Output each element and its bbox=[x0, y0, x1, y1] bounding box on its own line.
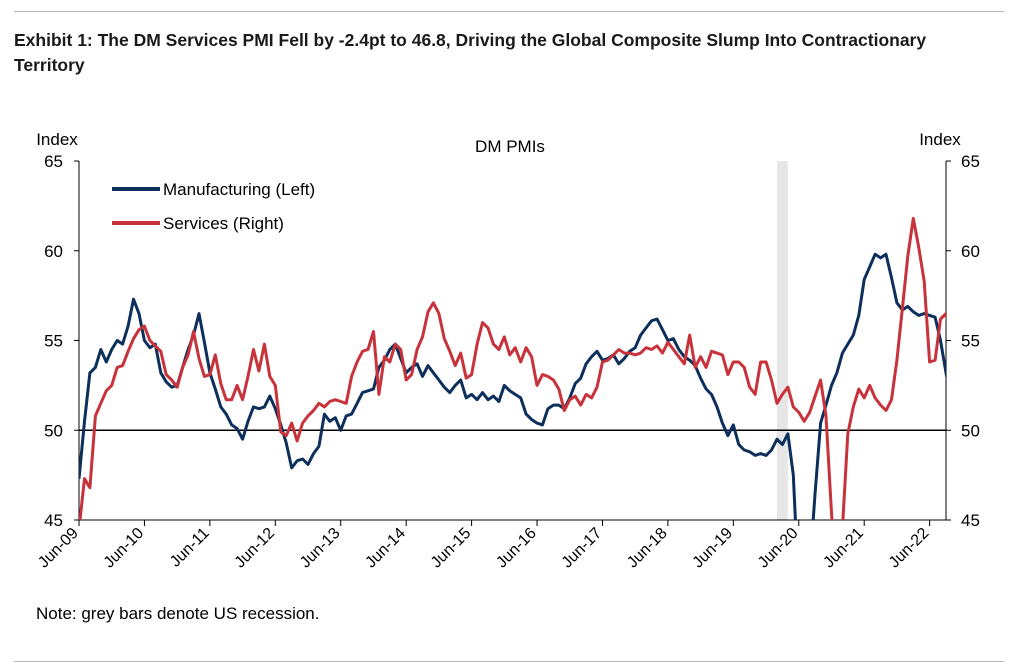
left-axis-label: Index bbox=[36, 130, 78, 149]
x-tick-label: Jun-12 bbox=[232, 525, 279, 572]
x-tick-label: Jun-13 bbox=[297, 525, 344, 572]
x-tick-label: Jun-15 bbox=[428, 525, 475, 572]
legend-label-services: Services (Right) bbox=[163, 214, 284, 233]
x-tick-label: Jun-09 bbox=[35, 525, 82, 572]
legend-label-manufacturing: Manufacturing (Left) bbox=[163, 180, 315, 199]
chart-title: DM PMIs bbox=[475, 137, 545, 156]
top-rule bbox=[14, 11, 1004, 12]
left-y-tick-label: 55 bbox=[44, 332, 63, 351]
x-tick-label: Jun-16 bbox=[493, 525, 540, 572]
x-tick-label: Jun-21 bbox=[820, 525, 867, 572]
exhibit-title: Exhibit 1: The DM Services PMI Fell by -… bbox=[14, 30, 927, 75]
right-y-tick-label: 50 bbox=[961, 421, 980, 440]
footnote: Note: grey bars denote US recession. bbox=[36, 604, 320, 623]
x-tick-label: Jun-14 bbox=[362, 525, 409, 572]
x-tick-label: Jun-18 bbox=[624, 525, 671, 572]
left-y-tick-label: 65 bbox=[44, 152, 63, 171]
left-y-tick-label: 60 bbox=[44, 242, 63, 261]
manufacturing-series-line bbox=[79, 252, 946, 520]
services-series-line bbox=[79, 216, 946, 520]
right-y-tick-label: 55 bbox=[961, 332, 980, 351]
bottom-rule bbox=[14, 661, 1004, 662]
right-y-tick-label: 65 bbox=[961, 152, 980, 171]
x-tick-label: Jun-22 bbox=[886, 525, 933, 572]
right-y-tick-label: 45 bbox=[961, 511, 980, 530]
right-axis-label: Index bbox=[919, 130, 961, 149]
x-tick-label: Jun-20 bbox=[755, 525, 802, 572]
x-tick-label: Jun-19 bbox=[690, 525, 737, 572]
recession-bar bbox=[776, 161, 788, 520]
right-y-tick-label: 60 bbox=[961, 242, 980, 261]
x-tick-label: Jun-17 bbox=[559, 525, 606, 572]
left-y-tick-label: 50 bbox=[44, 421, 63, 440]
x-tick-label: Jun-10 bbox=[101, 525, 148, 572]
x-tick-label: Jun-11 bbox=[167, 525, 213, 571]
left-y-tick-label: 45 bbox=[44, 511, 63, 530]
